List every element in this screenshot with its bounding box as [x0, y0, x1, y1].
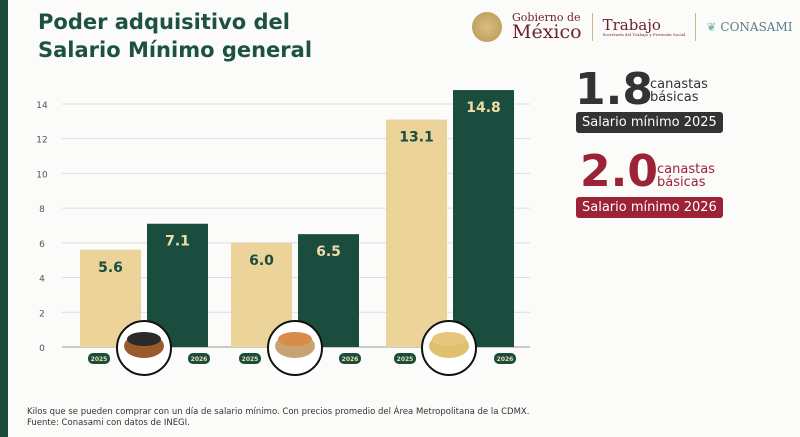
bar-2025: [386, 119, 447, 347]
conasami-text: CONASAMI: [720, 20, 793, 34]
footnote: Kilos que se pueden comprar con un día d…: [27, 407, 529, 429]
unit-line: básicas: [650, 90, 699, 105]
summary-2026-unit: canastas básicas: [657, 163, 715, 189]
divider: [591, 13, 593, 41]
mexico-seal-icon: [472, 12, 502, 42]
year-pill: [394, 353, 416, 364]
gobierno-logo: Gobierno de México: [512, 12, 582, 42]
y-tick-label: 4: [39, 275, 45, 285]
conasami-logo: ❦ CONASAMI: [706, 20, 792, 34]
y-tick-label: 10: [36, 170, 48, 180]
footnote-line-1: Kilos que se pueden comprar con un día d…: [27, 407, 530, 417]
year-label: 2025: [397, 356, 414, 363]
y-tick-label: 8: [39, 205, 45, 215]
year-pill: [339, 353, 361, 364]
food-shape: [278, 332, 312, 346]
gob-line-1: Gobierno de: [512, 11, 581, 24]
unit-line: básicas: [657, 175, 706, 190]
left-accent-bar: [0, 0, 8, 437]
bar-value-label: 5.6: [98, 260, 123, 276]
y-tick-label: 12: [36, 136, 47, 146]
bar-2026: [453, 90, 514, 348]
logos: Gobierno de México Trabajo Secretaría del …: [472, 12, 793, 42]
summary-2025-unit: canastas básicas: [650, 78, 708, 104]
y-tick-label: 14: [36, 101, 48, 111]
title-line-2: Salario Mínimo general: [38, 38, 313, 62]
trabajo-logo: Trabajo Secretaría del Trabajo y Previsió…: [602, 15, 686, 37]
year-label: 2025: [242, 356, 259, 363]
bar-value-label: 6.0: [249, 253, 274, 269]
unit-line: canastas: [650, 77, 708, 92]
summary-2025-badge: Salario mínimo 2025: [576, 112, 723, 133]
footnote-line-2: Fuente: Conasami con datos de INEGI.: [27, 418, 190, 428]
title-line-1: Poder adquisitivo del: [38, 10, 290, 34]
year-pill: [494, 353, 516, 364]
summary-2026-value: 2.0: [580, 146, 658, 197]
page-title: Poder adquisitivo del Salario Mínimo gen…: [38, 8, 312, 64]
summary-2026-badge: Salario mínimo 2026: [576, 197, 723, 218]
bar-value-label: 6.5: [316, 244, 341, 260]
bar-value-label: 7.1: [165, 234, 190, 250]
year-pill: [188, 353, 210, 364]
y-tick-label: 6: [39, 240, 45, 250]
trabajo-sub: Secretaría del Trabajo y Previsión Socia…: [602, 31, 686, 37]
conasami-icon: ❦: [706, 20, 717, 34]
year-pill: [239, 353, 261, 364]
food-shape: [432, 332, 466, 346]
year-label: 2025: [91, 356, 108, 363]
divider: [695, 13, 697, 41]
gob-line-2: México: [512, 21, 582, 43]
unit-line: canastas: [657, 162, 715, 177]
bar-value-label: 14.8: [466, 100, 501, 116]
summary-2025-value: 1.8: [575, 64, 653, 115]
y-tick-label: 0: [39, 344, 45, 354]
year-label: 2026: [497, 356, 514, 363]
food-shape: [127, 332, 161, 346]
year-label: 2026: [342, 356, 359, 363]
year-pill: [88, 353, 110, 364]
year-label: 2026: [191, 356, 208, 363]
bar-value-label: 13.1: [399, 130, 434, 146]
trabajo-text: Trabajo: [602, 15, 661, 34]
y-tick-label: 2: [39, 309, 45, 319]
